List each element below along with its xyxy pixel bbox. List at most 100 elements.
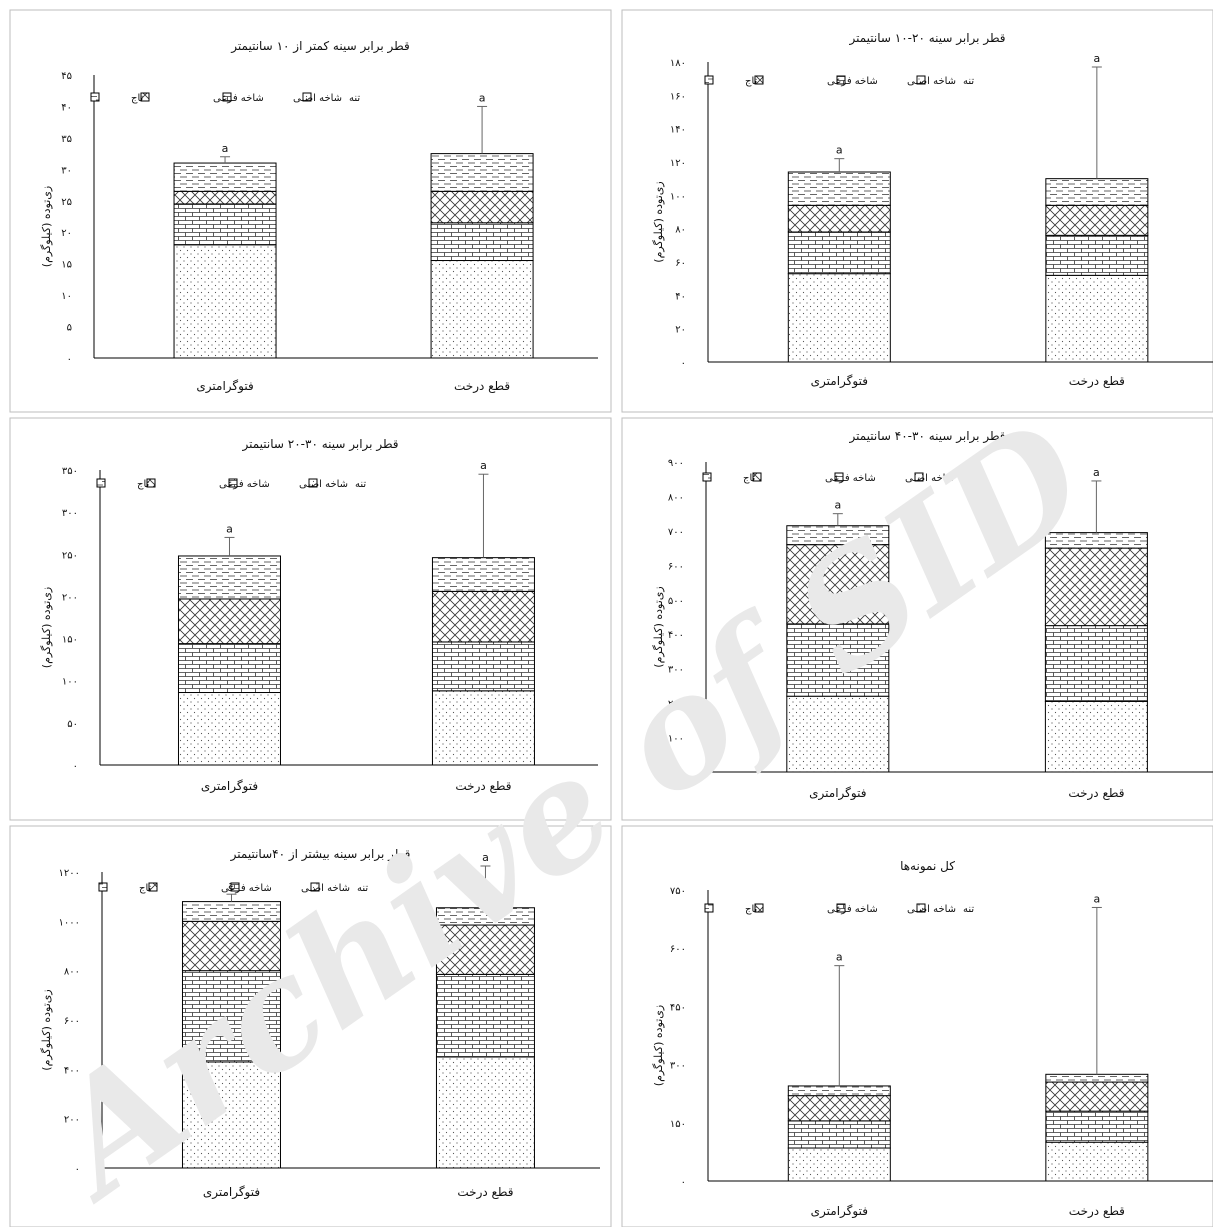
bar-segment-dashes [786, 525, 890, 546]
x-category-label: قطع درخت [1068, 786, 1124, 801]
bar-segment-cross [1044, 547, 1148, 627]
legend-label: تاج [745, 76, 758, 87]
bar-segment-dots [173, 244, 277, 359]
legend-label: تاج [139, 883, 152, 894]
bar-segment-cross [786, 544, 890, 625]
bar-segment-dots [430, 260, 534, 359]
y-tick-label: ۰ [681, 1177, 686, 1188]
legend-label: تنه [961, 473, 972, 484]
y-axis-label: زی‌توده (کیلوگرم) [652, 181, 665, 262]
legend-swatch-bricks [228, 478, 238, 488]
bar-segment-dots [435, 1056, 535, 1169]
bar-segment-dots [1044, 700, 1148, 773]
legend-swatch-dashes [704, 903, 714, 913]
bar-segment-dots [1045, 274, 1149, 363]
bar-segment-dots [787, 1147, 891, 1182]
legend-swatch-dashes [90, 92, 100, 102]
legend-swatch-dots [916, 903, 926, 913]
y-tick-label: ۲۵۰ [62, 550, 78, 561]
y-tick-label: ۴۵ [61, 71, 72, 82]
legend-swatch-bricks [222, 92, 232, 102]
bar-segment-dashes [1045, 1073, 1149, 1083]
chart-panel-5: قطر برابر سینه بیشتر از ۴۰سانتیمتر ۰ ۲۰۰ ۴۰… [9, 825, 612, 1228]
y-tick-label: ۷۰۰ [668, 527, 684, 538]
bar-segment-dots [431, 690, 535, 766]
legend-label: تاج [745, 904, 758, 915]
y-tick-label: ۶۰۰ [64, 1016, 80, 1027]
legend-swatch-cross [754, 75, 764, 85]
y-axis-label: زی‌توده (کیلوگرم) [40, 989, 53, 1070]
y-tick-label: ۲۰۰ [668, 699, 684, 710]
y-tick-label: ۳۵ [61, 134, 72, 145]
y-tick-label: ۰ [679, 768, 684, 779]
y-tick-label: ۱۰۰۰ [59, 917, 80, 928]
y-tick-label: ۴۰۰ [64, 1065, 80, 1076]
legend-label: شاخه فرعی [221, 883, 272, 894]
y-tick-label: ۱۲۰۰ [59, 868, 80, 879]
significance-label: a [836, 951, 843, 964]
bar-segment-bricks [173, 203, 277, 246]
y-tick-label: ۵۰۰ [668, 596, 684, 607]
legend-label: شاخه فرعی [219, 479, 270, 490]
y-tick-label: ۸۰۰ [64, 967, 80, 978]
panel-frame [9, 9, 612, 413]
y-tick-label: ۸۰ [675, 225, 686, 236]
significance-label: a [836, 144, 843, 157]
legend-swatch-dashes [98, 882, 108, 892]
y-tick-label: ۰ [681, 358, 686, 369]
bar-segment-bricks [1045, 234, 1149, 276]
bar-segment-cross [431, 590, 535, 643]
y-tick-label: ۶۰ [675, 258, 686, 269]
x-category-label: قطع درخت [455, 779, 511, 794]
legend-swatch-dots [310, 882, 320, 892]
legend-label: تاج [137, 479, 150, 490]
legend-swatch-dots [914, 472, 924, 482]
significance-label: a [222, 142, 229, 155]
legend-swatch-cross [148, 882, 158, 892]
bar-segment-dashes [181, 901, 281, 922]
bar-segment-dashes [787, 171, 891, 206]
legend-swatch-bricks [230, 882, 240, 892]
x-category-label: فتوگرامتری [201, 779, 258, 794]
y-tick-label: ۱۵۰ [670, 1119, 686, 1130]
legend: تنه شاخه اصلی شاخه فرعی تاج [704, 75, 974, 87]
legend: تنه شاخه اصلی شاخه فرعی تاج [704, 903, 974, 915]
significance-label: a [1093, 892, 1100, 905]
legend-label: شاخه فرعی [825, 473, 876, 484]
significance-label: a [1093, 466, 1100, 479]
y-tick-label: ۰ [73, 761, 78, 772]
bar-segment-cross [181, 920, 281, 972]
bar-segment-dashes [431, 557, 535, 592]
bar-segment-cross [787, 204, 891, 233]
legend-swatch-cross [752, 472, 762, 482]
panel-frame [621, 9, 1213, 413]
chart-panel-1: قطر برابر سینه کمتر از ۱۰ سانتیمتر ۰ ۵ ۱۰ ۱۵… [9, 9, 612, 413]
chart-title: قطر برابر سینه ۲۰-۱۰ سانتیمتر [848, 31, 1005, 46]
chart-title: قطر برابر سینه ۳۰-۲۰ سانتیمتر [241, 437, 398, 452]
legend-label: تنه [357, 883, 368, 894]
y-tick-label: ۵ [67, 323, 72, 334]
y-tick-label: ۶۰۰ [670, 944, 686, 955]
y-tick-label: ۳۰۰ [62, 508, 78, 519]
significance-label: a [226, 522, 233, 535]
significance-label: a [479, 91, 486, 104]
bar-segment-cross [430, 190, 534, 224]
legend-label: تنه [355, 479, 366, 490]
bar-segment-cross [1045, 1081, 1149, 1112]
legend-label: شاخه اصلی [301, 883, 350, 894]
legend-swatch-dashes [704, 75, 714, 85]
bar-segment-bricks [787, 1120, 891, 1149]
chart-panel-4: قطر برابر سینه ۳۰-۴۰ سانتیمتر ۰ ۱۰۰ ۲۰۰ ۳۰۰ ۴… [621, 417, 1213, 821]
legend-swatch-dots [302, 92, 312, 102]
y-tick-label: ۰ [67, 354, 72, 365]
y-tick-label: ۴۵۰ [670, 1002, 686, 1013]
x-category-label: فتوگرامتری [811, 1204, 868, 1219]
legend: تنه شاخه اصلی شاخه فرعی تاج [702, 472, 972, 484]
y-tick-label: ۹۰۰ [668, 458, 684, 469]
y-tick-label: ۷۵۰ [670, 886, 686, 897]
bar-segment-cross [173, 190, 277, 205]
legend-label: تاج [743, 473, 756, 484]
bar-segment-dots [787, 273, 891, 363]
legend-label: شاخه فرعی [827, 904, 878, 915]
legend-label: شاخه فرعی [213, 93, 264, 104]
